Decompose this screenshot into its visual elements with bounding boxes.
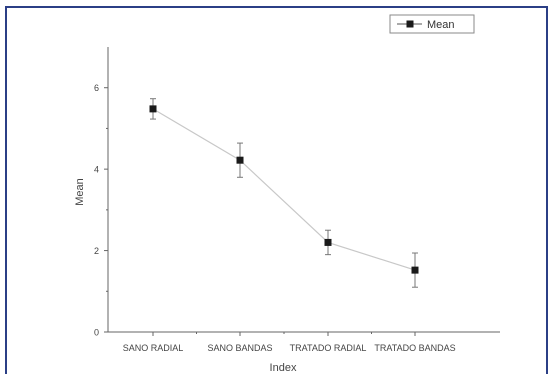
data-point-0 [149,105,157,113]
y-axis-title: Mean [74,178,86,206]
y-tick-label-3: 6 [94,83,99,93]
x-ticks: SANO RADIAL SANO BANDAS TRATADO RADIAL TRAT… [123,332,456,353]
series-line-0 [152,108,416,271]
y-tick-label-1: 2 [94,246,99,256]
y-ticks: 0 2 4 6 [94,83,108,338]
x-axis-title: Index [270,362,297,374]
x-tick-label-1: SANO BANDAS [207,343,272,353]
x-tick-label-0: SANO RADIAL [123,343,184,353]
legend-marker-sample [406,20,414,28]
y-tick-label-0: 0 [94,328,99,338]
data-point-3 [411,266,419,274]
legend-box [389,14,475,34]
x-tick-label-3: TRATADO BANDAS [374,343,455,353]
data-point-1 [236,156,244,164]
legend-label: Mean [427,19,455,31]
chart-frame [5,6,548,374]
data-point-2 [324,238,332,246]
y-tick-label-2: 4 [94,165,99,175]
series-layer [149,98,419,288]
legend: Mean [389,14,475,34]
x-tick-label-2: TRATADO RADIAL [290,343,367,353]
